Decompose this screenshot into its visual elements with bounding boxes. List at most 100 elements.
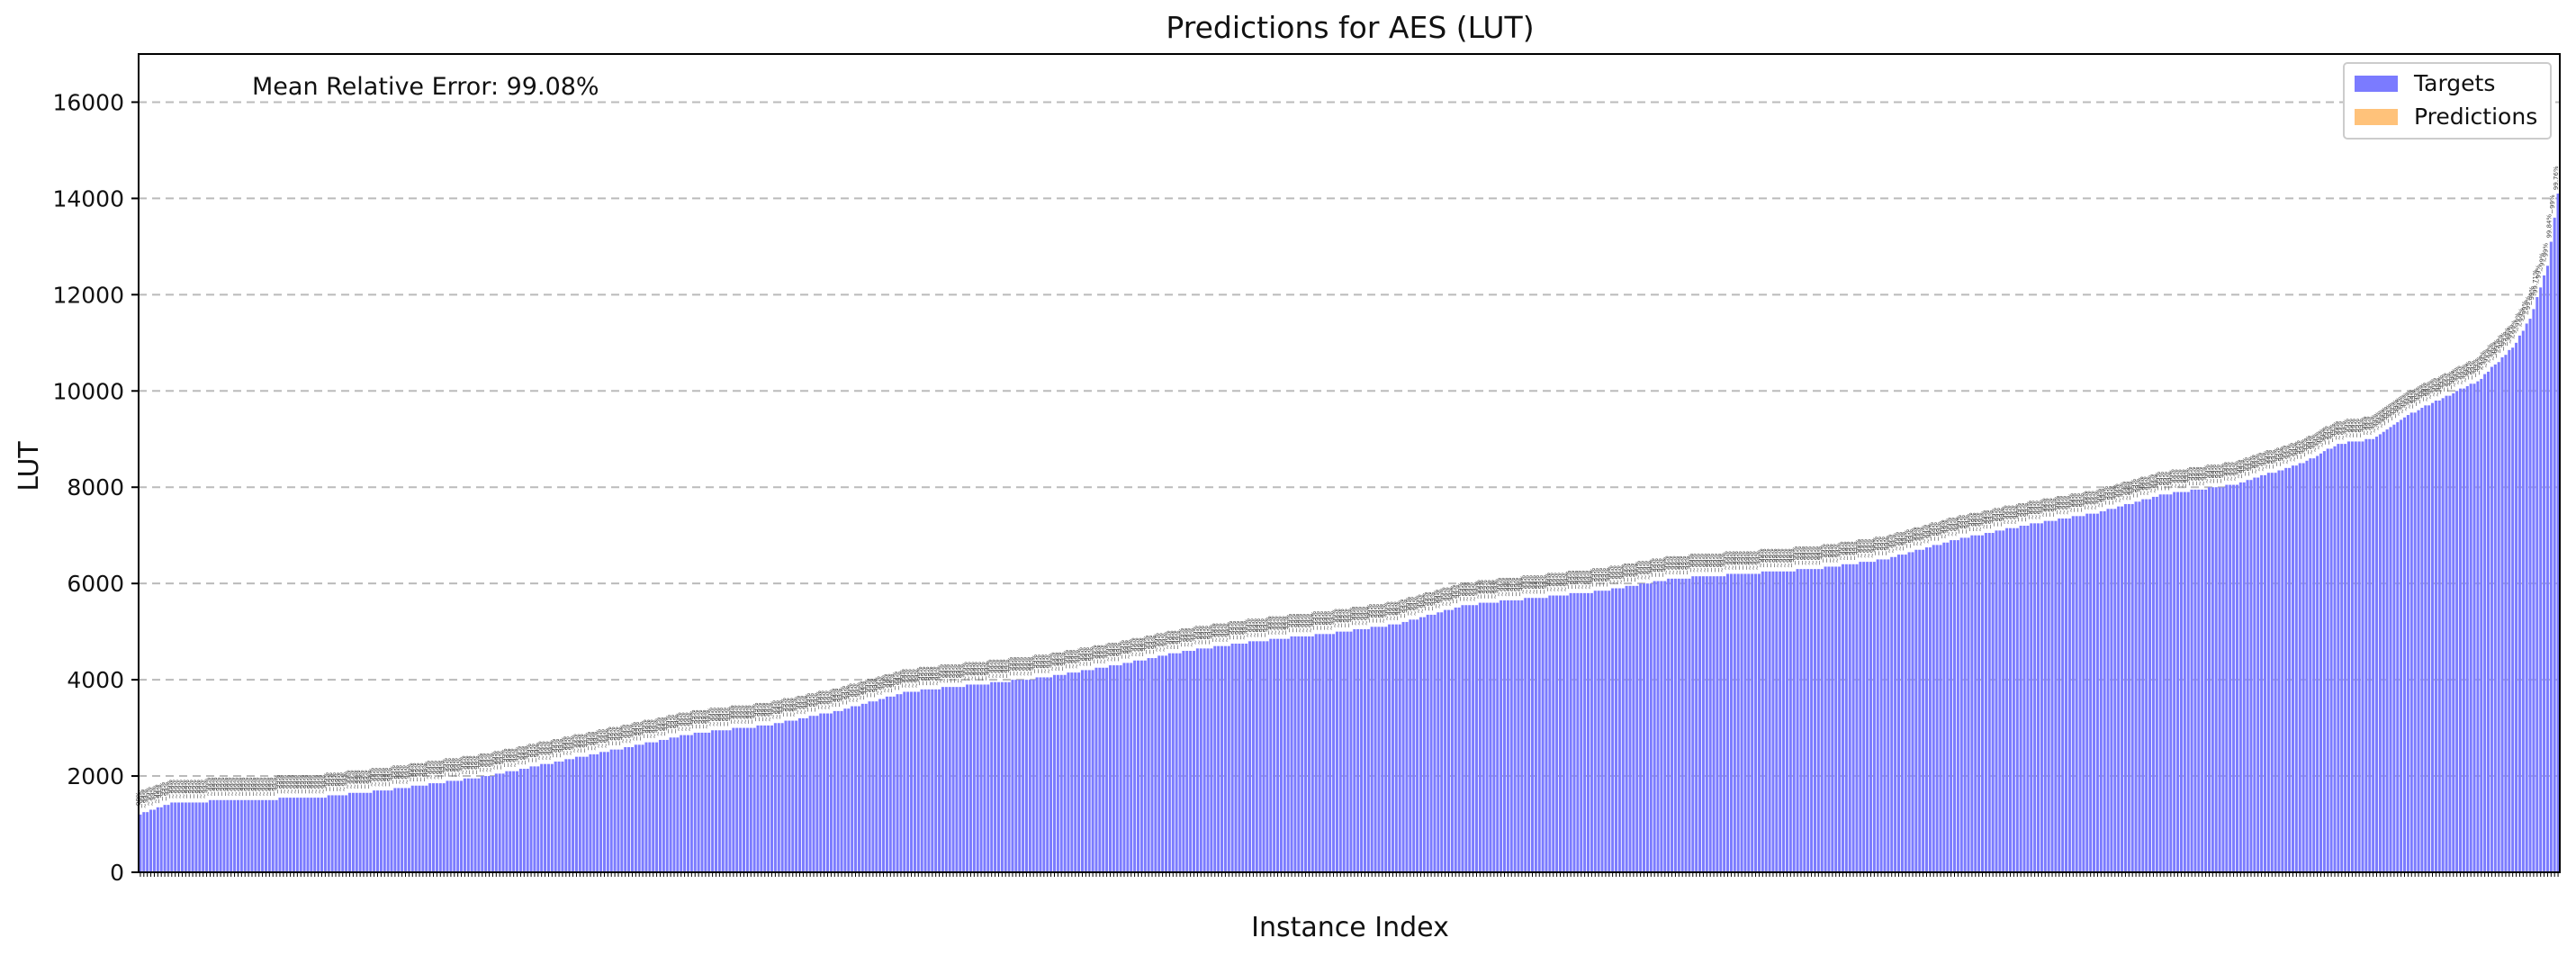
bar-value-label: ~99% xyxy=(2539,252,2546,272)
bar-value-label: ~99% xyxy=(979,662,986,681)
bar-value-label: ~99% xyxy=(1154,633,1161,653)
bar-value-label: ~99% xyxy=(1803,546,1810,565)
bar-value-label: ~99% xyxy=(369,767,376,787)
bar-target xyxy=(847,708,851,872)
bar-value-label: ~99% xyxy=(1684,555,1691,575)
bar-target xyxy=(1175,653,1178,872)
bar-target xyxy=(777,723,780,872)
bar-value-label: ~99% xyxy=(571,734,578,753)
bar-target xyxy=(941,687,944,872)
bar-value-label: ~99% xyxy=(1485,580,1492,600)
bar-value-label: ~99% xyxy=(1011,656,1018,676)
bar-value-label: ~99% xyxy=(609,726,617,746)
bar-target xyxy=(282,798,285,872)
bar-target xyxy=(1450,609,1454,872)
bar-value-label: ~99% xyxy=(1779,548,1786,568)
bar-value-label: ~99% xyxy=(2333,420,2340,440)
y-tick-label: 4000 xyxy=(67,667,124,693)
bar-value-label: ~99% xyxy=(1939,519,1946,539)
bar-value-label: ~99% xyxy=(745,705,752,725)
bar-value-label: ~99% xyxy=(2183,469,2190,489)
bar-value-label: ~99% xyxy=(1987,510,1995,529)
bar-target xyxy=(1660,581,1663,872)
bar-value-label: ~99% xyxy=(518,745,526,765)
bar-value-label: ~99% xyxy=(986,659,994,679)
bar-target xyxy=(795,720,798,872)
bar-target xyxy=(578,756,581,872)
bar-target xyxy=(693,732,697,872)
bar-value-label: ~99% xyxy=(1035,654,1042,674)
bar-target xyxy=(1314,634,1318,872)
bar-value-label: ~99% xyxy=(347,770,355,789)
bar-value-label: ~99% xyxy=(1725,551,1733,571)
bar-value-label: ~99% xyxy=(2033,501,2040,520)
bar-target xyxy=(2211,487,2214,872)
bar-target xyxy=(2305,460,2309,872)
bar-target xyxy=(1576,592,1580,872)
bar-value-label: ~99% xyxy=(1974,512,1981,532)
bar-value-label: ~99% xyxy=(1775,548,1782,568)
bar-value-label: ~99% xyxy=(1583,570,1590,590)
bar-target xyxy=(1035,677,1039,872)
bar-value-label: ~99% xyxy=(1639,560,1646,580)
bar-value-label: ~99% xyxy=(278,774,285,794)
bar-target xyxy=(1513,600,1517,872)
bar-target xyxy=(1454,607,1457,872)
bar-value-label: ~99% xyxy=(2542,242,2549,262)
bar-value-label: ~99% xyxy=(1076,647,1084,667)
bar-target xyxy=(2026,526,2030,872)
bar-value-label: ~99% xyxy=(2535,265,2543,284)
bar-target xyxy=(2337,444,2340,872)
bar-target xyxy=(2497,362,2500,873)
bar-value-label: ~99% xyxy=(823,690,830,710)
bar-value-label: ~99% xyxy=(2514,312,2521,332)
bar-target xyxy=(1621,588,1625,872)
bar-value-label: ~99% xyxy=(1785,548,1792,568)
bar-value-label: ~99% xyxy=(2221,462,2229,482)
bar-value-label: ~99% xyxy=(299,774,306,794)
bar-value-label: ~99% xyxy=(1656,558,1663,578)
bar-value-label: ~99% xyxy=(2350,419,2357,438)
bar-value-label: ~99% xyxy=(1115,642,1122,662)
bar-target xyxy=(2455,391,2459,872)
bar-target xyxy=(1185,651,1189,872)
bar-value-label: ~99% xyxy=(1586,570,1593,590)
bar-target xyxy=(1478,602,1482,872)
bar-target xyxy=(948,687,951,872)
bar-target xyxy=(2253,477,2256,872)
bar-value-label: ~99% xyxy=(466,755,473,775)
bar-value-label: ~99% xyxy=(920,666,927,686)
bar-target xyxy=(2047,520,2050,872)
bar-value-label: ~99% xyxy=(533,744,540,763)
bar-value-label: ~99% xyxy=(2445,373,2452,392)
bar-target xyxy=(2511,347,2515,872)
bar-value-label: ~99% xyxy=(546,741,554,761)
bar-value-label: ~99% xyxy=(449,758,456,778)
bar-value-label: ~99% xyxy=(1381,604,1388,624)
bar-target xyxy=(1094,667,1098,872)
bar-value-label: ~99% xyxy=(421,762,428,782)
bar-value-label: ~99% xyxy=(829,688,836,708)
bar-target xyxy=(351,792,355,872)
bar-value-label: ~99% xyxy=(725,707,732,726)
bar-value-label: ~99% xyxy=(2190,466,2197,486)
bar-target xyxy=(1485,602,1489,872)
bar-target xyxy=(208,799,212,872)
bar-value-label: ~99% xyxy=(948,663,955,683)
bar-value-label: ~99% xyxy=(1401,599,1409,618)
bar-value-label: ~99% xyxy=(1258,618,1265,638)
bar-target xyxy=(2465,385,2469,872)
bar-value-label: ~99% xyxy=(2145,476,2152,496)
bar-value-label: ~99% xyxy=(1660,558,1667,578)
bar-target xyxy=(2528,319,2532,873)
bar-target xyxy=(627,746,631,872)
bar-value-label: ~99% xyxy=(1530,574,1537,594)
bar-value-label: ~99% xyxy=(1171,630,1178,650)
bar-target xyxy=(2201,489,2204,872)
bar-value-label: ~99% xyxy=(1353,606,1360,626)
bar-value-label: ~99% xyxy=(2207,464,2214,483)
bar-target xyxy=(2067,518,2071,872)
bar-target xyxy=(815,716,819,872)
bar-target xyxy=(2256,477,2260,872)
bar-target xyxy=(2065,518,2068,872)
